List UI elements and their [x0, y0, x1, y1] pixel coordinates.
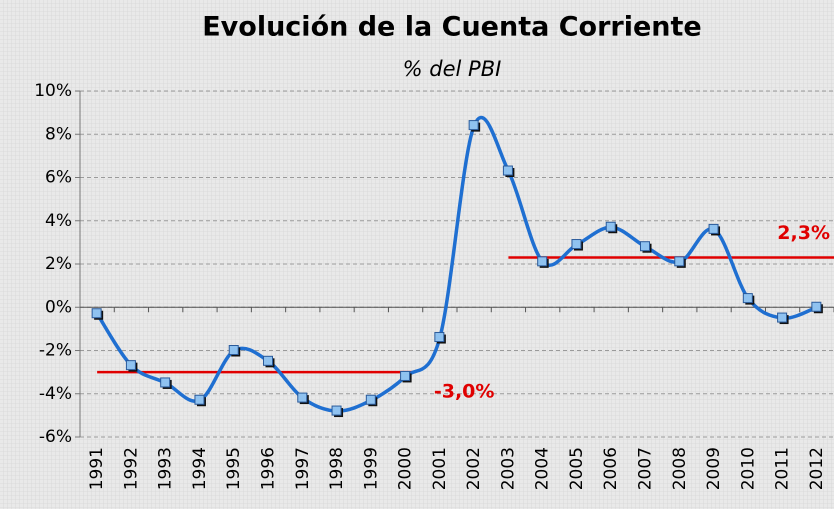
x-tick-label: 2006	[601, 447, 621, 490]
y-tick-label: 2%	[45, 254, 72, 274]
marker	[400, 370, 411, 381]
x-tick-label: 2003	[498, 447, 518, 490]
y-tick-label: 4%	[45, 211, 72, 231]
marker	[674, 256, 685, 267]
marker	[434, 332, 445, 343]
marker	[605, 221, 616, 232]
y-tick-label: -4%	[39, 384, 72, 404]
x-tick-label: 1999	[361, 447, 381, 490]
x-tick-label: 1991	[87, 447, 107, 490]
marker	[811, 301, 822, 312]
reference-label: -3,0%	[434, 381, 495, 403]
marker	[331, 405, 342, 416]
marker	[571, 239, 582, 250]
chart-subtitle: % del PBI	[403, 57, 502, 81]
x-tick-label: 2011	[773, 447, 793, 490]
marker	[742, 293, 753, 304]
marker	[194, 394, 205, 405]
x-tick-label: 2008	[670, 447, 690, 490]
x-tick-label: 1997	[293, 447, 313, 490]
x-tick-label: 2004	[533, 447, 553, 490]
marker	[160, 377, 171, 388]
marker	[777, 312, 788, 323]
x-tick-label: 2001	[430, 447, 450, 490]
x-tick-label: 1998	[327, 447, 347, 490]
y-tick-label: -2%	[39, 341, 72, 361]
marker	[91, 308, 102, 319]
x-tick-label: 2010	[738, 447, 758, 490]
x-tick-label: 1994	[190, 447, 210, 490]
x-tick-label: 2000	[396, 447, 416, 490]
marker	[228, 345, 239, 355]
x-tick-label: 2007	[636, 447, 656, 490]
x-tick-label: 1993	[156, 447, 176, 490]
x-tick-label: 1996	[259, 447, 279, 490]
y-tick-label: 0%	[45, 297, 72, 317]
reference-label: 2,3%	[777, 222, 830, 244]
marker	[297, 392, 308, 403]
y-tick-label: 10%	[34, 81, 72, 101]
x-tick-label: 1992	[121, 447, 141, 490]
marker	[125, 360, 136, 371]
x-tick-label: 2012	[807, 447, 827, 490]
marker	[502, 165, 513, 176]
series-line	[95, 115, 818, 413]
marker	[708, 223, 719, 234]
y-tick-label: -6%	[39, 427, 72, 447]
plot-area: -6% -4% -2% 0% 2% 4% 6% 8% 10% 1991 1992 1993 1994 19…	[34, 81, 834, 490]
y-tick-label: 8%	[45, 124, 72, 144]
marker	[640, 241, 650, 252]
x-tick-label: 2009	[704, 447, 724, 490]
marker	[468, 120, 479, 131]
y-tick-label: 6%	[45, 168, 72, 188]
x-tick-label: 2005	[567, 447, 587, 490]
x-tick-label: 2002	[464, 447, 484, 490]
chart-title: Evolución de la Cuenta Corriente	[202, 12, 702, 43]
marker	[263, 355, 273, 366]
marker	[365, 394, 376, 405]
marker	[537, 256, 548, 267]
x-tick-label: 1995	[224, 447, 244, 490]
